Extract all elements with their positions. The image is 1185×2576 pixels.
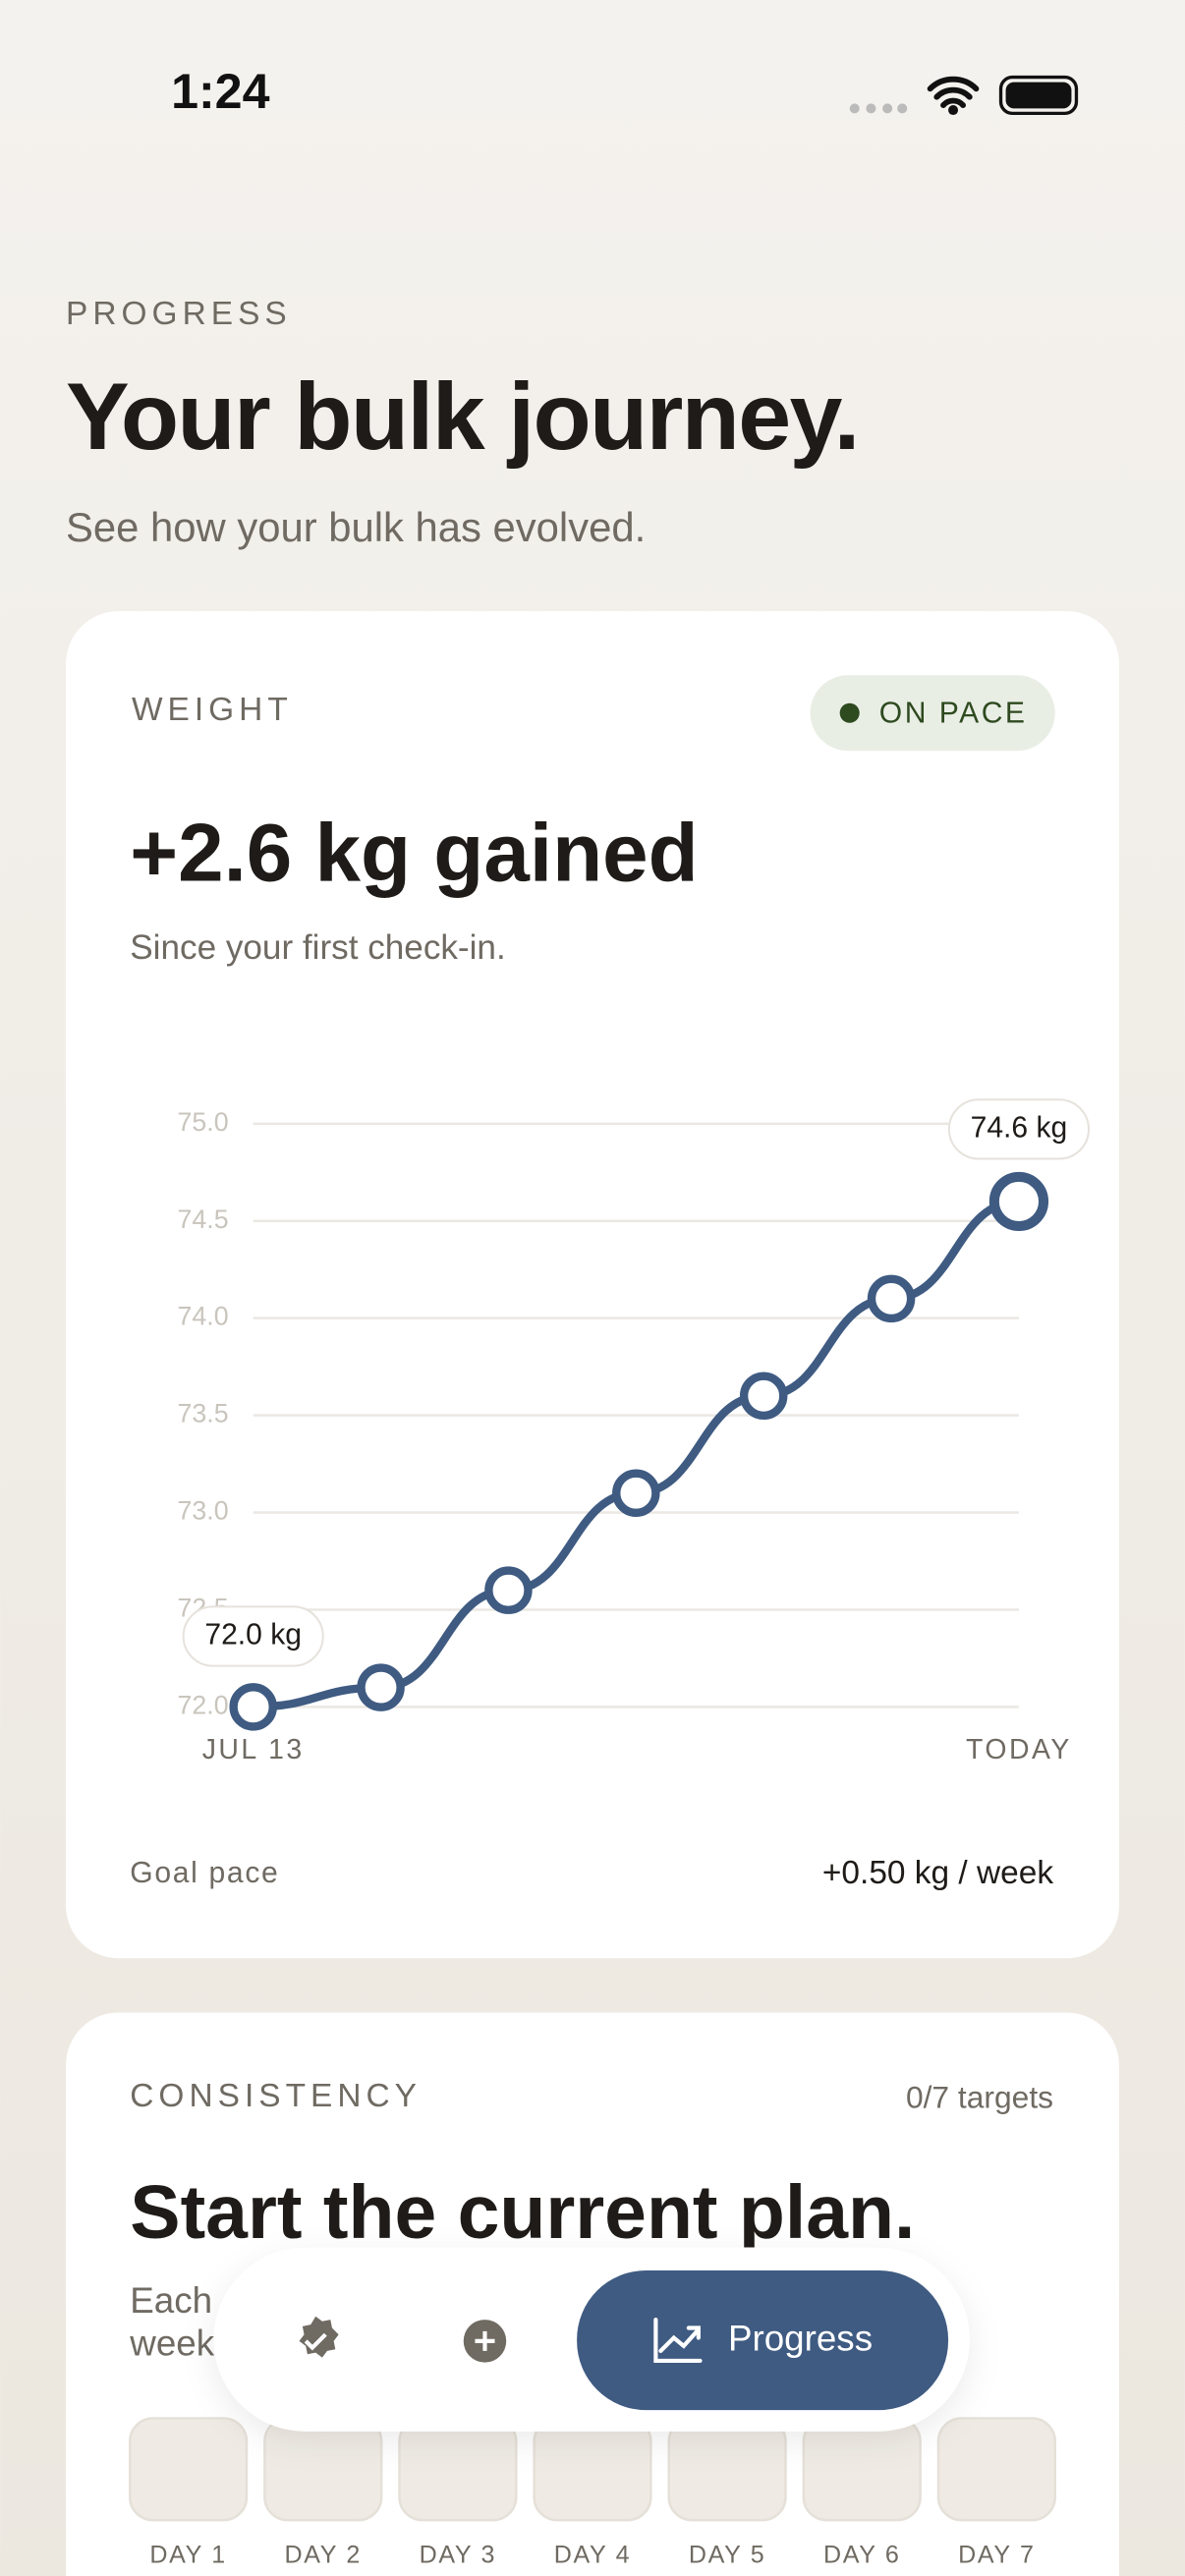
day-label: DAY 1 [149,2542,227,2569]
card-label: CONSISTENCY [130,2078,422,2114]
day-box [936,2417,1056,2522]
caption-line: week [129,2324,214,2364]
day-row: DAY 1 DAY 2 DAY 3 DAY 4 DAY 5 DAY 6 DAY 7 [129,2417,1056,2569]
value-label: 74.6 kg [971,1111,1068,1144]
day-box [667,2417,787,2522]
y-tick-label: 74.5 [178,1204,229,1234]
eyebrow: PROGRESS [66,296,292,332]
day-label: DAY 4 [554,2542,632,2569]
caption-line: Each [130,2280,212,2321]
data-point [357,1663,405,1711]
card-label: WEIGHT [132,692,293,728]
data-point [612,1469,660,1517]
y-tick-label: 73.0 [178,1496,229,1526]
data-point [484,1566,533,1614]
day-label: DAY 2 [284,2542,362,2569]
day-label: DAY 5 [689,2542,766,2569]
status-time: 1:24 [171,64,269,119]
goal-pace-value: +0.50 kg / week [822,1855,1053,1891]
day-label: DAY 7 [958,2542,1036,2569]
data-point [988,1171,1049,1232]
value-label-bg [182,1605,324,1667]
badge-text: ON PACE [879,697,1028,729]
value-label: 72.0 kg [204,1618,302,1651]
day-box [263,2417,383,2522]
y-tick-label: 75.0 [178,1107,229,1137]
headline: +2.6 kg gained [130,807,698,899]
tab-bar: Progress [213,2247,970,2432]
page-title: Your bulk journey. [66,363,859,470]
day-label: DAY 3 [420,2542,497,2569]
tab-label: Progress [728,2319,873,2359]
day-box [398,2417,518,2522]
y-tick-label: 74.0 [178,1302,229,1331]
tab-progress[interactable]: Progress [577,2269,949,2411]
day-box [129,2417,249,2522]
data-point [229,1683,277,1731]
data-point [867,1274,916,1323]
day-box [802,2417,922,2522]
value-label-bg [947,1098,1091,1160]
goal-pace-label: Goal pace [130,1857,279,1889]
page-subtitle: See how your bulk has evolved. [66,504,646,550]
headline: Start the current plan. [130,2170,915,2255]
x-tick-label: TODAY [966,1734,1072,1765]
weight-card [66,611,1119,1959]
x-tick-label: JUL 13 [202,1734,305,1765]
tab-checkin[interactable] [299,2316,339,2358]
data-point [739,1372,788,1421]
badge-dot [839,702,860,723]
tab-add[interactable] [463,2320,507,2363]
badge [810,675,1055,752]
y-tick-label: 73.5 [178,1399,229,1428]
day-box [533,2417,652,2522]
day-label: DAY 6 [823,2542,901,2569]
y-tick-label: 72.0 [178,1690,229,1719]
status-icons [849,75,1079,116]
caption: Since your first check-in. [130,928,505,967]
targets-count: 0/7 targets [906,2079,1053,2114]
